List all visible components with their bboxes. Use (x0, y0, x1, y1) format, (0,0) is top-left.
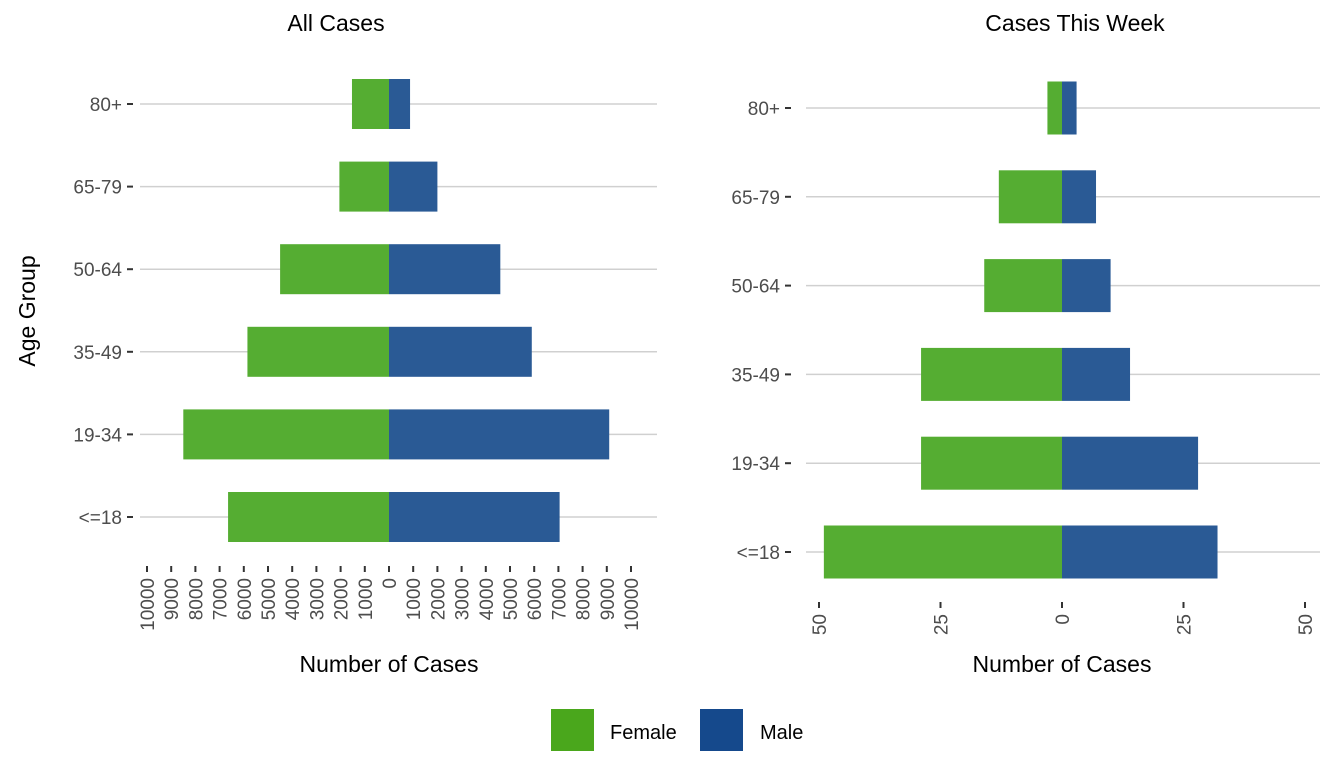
y-tick-label: 35-49 (73, 343, 122, 364)
x-tick-label: 2000 (332, 578, 353, 620)
x-axis-title: Number of Cases (300, 651, 479, 677)
legend-label-male: Male (760, 722, 803, 744)
y-tick-label: 65-79 (73, 178, 122, 199)
x-tick-label: 50 (1296, 614, 1317, 635)
x-tick-label: 5000 (259, 578, 280, 620)
x-tick-label: 1000 (404, 578, 425, 620)
x-tick-label: 10000 (622, 578, 643, 631)
bar-male-<=18 (1062, 525, 1218, 579)
bar-male-65-79 (389, 161, 438, 212)
bar-male-80+ (389, 79, 411, 129)
bar-female-<=18 (228, 492, 389, 542)
x-tick-label: 7000 (211, 578, 232, 620)
y-tick-label: 80+ (90, 95, 122, 116)
chart-title: Cases This Week (985, 10, 1165, 36)
x-tick-label: 25 (932, 614, 953, 635)
x-tick-label: 1000 (356, 578, 377, 620)
x-tick-label: 6000 (235, 578, 256, 620)
y-tick-label: 35-49 (731, 365, 780, 386)
x-tick-label: 7000 (549, 578, 570, 620)
y-tick-label: <=18 (737, 543, 780, 564)
bar-female-<=18 (823, 525, 1062, 579)
y-tick-label: 50-64 (731, 277, 780, 298)
x-tick-label: 4000 (283, 578, 304, 620)
bar-female-80+ (351, 79, 389, 129)
x-tick-label: 8000 (186, 578, 207, 620)
bar-female-35-49 (247, 326, 389, 377)
x-tick-label: 0 (380, 578, 401, 589)
x-tick-label: 50 (810, 614, 831, 635)
bar-female-50-64 (984, 259, 1062, 313)
legend-label-female: Female (610, 722, 677, 744)
bar-female-19-34 (183, 409, 389, 460)
legend: Female Male (551, 709, 803, 751)
x-tick-label: 9000 (162, 578, 183, 620)
y-axis-title: Age Group (14, 255, 40, 366)
bar-male-50-64 (389, 244, 501, 295)
y-tick-label: 19-34 (731, 454, 780, 475)
bar-male-50-64 (1062, 259, 1111, 313)
panel-cases-this-week: Cases This Week <=18 19-34 35-49 50-64 65-79 8… (731, 10, 1320, 677)
y-tick-label: 80+ (748, 99, 780, 120)
bar-male-65-79 (1062, 170, 1097, 224)
legend-key-male (700, 709, 743, 751)
bar-female-50-64 (280, 244, 389, 295)
bar-female-65-79 (339, 161, 389, 212)
y-tick-label: <=18 (79, 508, 122, 529)
x-tick-label: 4000 (477, 578, 498, 620)
x-tick-label: 6000 (525, 578, 546, 620)
bar-male-<=18 (389, 492, 560, 542)
bar-female-35-49 (921, 347, 1062, 401)
chart-title: All Cases (287, 10, 384, 36)
y-tick-label: 19-34 (73, 425, 122, 446)
bar-female-19-34 (921, 436, 1062, 490)
x-tick-label: 8000 (574, 578, 595, 620)
panel-all-cases: All Cases <=18 19-34 35-49 50-64 65-79 80+ 1000… (73, 10, 657, 677)
x-tick-label: 9000 (598, 578, 619, 620)
bar-male-35-49 (1062, 347, 1131, 401)
x-axis-title: Number of Cases (973, 651, 1152, 677)
bar-female-65-79 (998, 170, 1062, 224)
x-tick-label: 10000 (138, 578, 159, 631)
legend-key-female (551, 709, 594, 751)
x-tick-label: 0 (1053, 614, 1074, 625)
bar-male-19-34 (389, 409, 610, 460)
x-tick-label: 25 (1175, 614, 1196, 635)
bar-male-35-49 (389, 326, 532, 377)
bar-male-80+ (1062, 81, 1077, 135)
y-tick-label: 65-79 (731, 188, 780, 209)
bar-female-80+ (1047, 81, 1062, 135)
x-tick-label: 2000 (428, 578, 449, 620)
bar-male-19-34 (1062, 436, 1199, 490)
x-tick-label: 3000 (307, 578, 328, 620)
y-tick-label: 50-64 (73, 260, 122, 281)
x-tick-label: 5000 (501, 578, 522, 620)
x-tick-label: 3000 (453, 578, 474, 620)
